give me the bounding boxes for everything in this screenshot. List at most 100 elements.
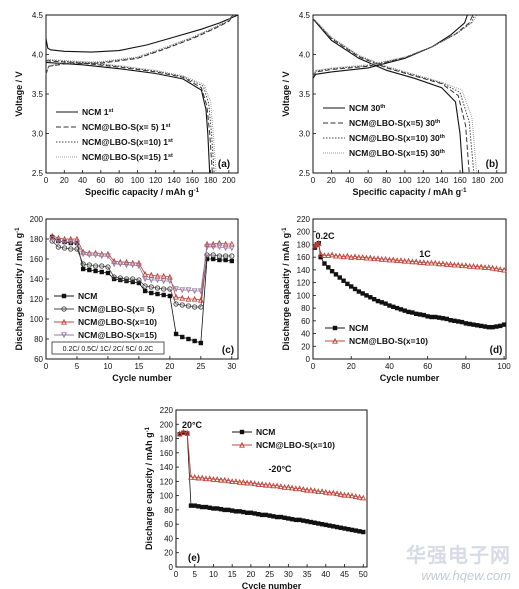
data-point: [489, 264, 496, 271]
series-line-discharge: [45, 60, 213, 174]
data-point: [176, 430, 183, 437]
data-point: [329, 268, 335, 274]
data-point: [226, 507, 231, 513]
data-point: [233, 509, 239, 514]
data-point: [360, 291, 365, 296]
rate-annotation: 0.2C/ 0.5C/ 1C/ 2C/ 5C/ 0.2C: [63, 346, 154, 353]
x-tick-label: 50: [359, 570, 368, 579]
data-point: [197, 288, 204, 295]
data-point: [334, 490, 340, 497]
data-point: [229, 508, 235, 513]
data-point: [192, 338, 197, 344]
data-point: [248, 510, 254, 515]
x-tick-label: 60: [96, 176, 105, 185]
x-tick-label: 30: [227, 362, 236, 371]
data-point: [447, 260, 454, 267]
data-point: [266, 481, 273, 488]
panel-label: (e): [188, 553, 200, 564]
legend-entry: NCM@LBO-S(x=15): [78, 330, 157, 340]
y-tick-label: 60: [301, 317, 310, 326]
data-point: [401, 257, 408, 264]
data-point: [206, 475, 213, 482]
data-point: [222, 245, 229, 252]
data-point: [371, 296, 377, 302]
data-point: [191, 473, 198, 480]
data-point: [274, 482, 281, 489]
data-point: [185, 295, 192, 302]
data-point: [478, 323, 484, 329]
x-axis-label: Cycle number: [380, 373, 440, 383]
y-tick-label: 100: [297, 291, 311, 300]
legend-entry: NCM@LBO-S(x=10) 30th: [349, 133, 446, 143]
data-point: [398, 307, 404, 312]
data-point: [256, 511, 261, 517]
data-point: [356, 493, 363, 500]
data-point: [456, 319, 461, 324]
y-tick-label: 4.5: [32, 11, 44, 20]
plot-frame: [175, 409, 368, 568]
series-line-charge: [45, 14, 239, 53]
data-point: [413, 258, 420, 265]
data-point: [436, 315, 442, 320]
data-point: [61, 239, 68, 246]
data-point: [129, 262, 136, 269]
data-point: [462, 262, 469, 269]
y-tick-label: 220: [160, 406, 174, 415]
data-point: [474, 263, 481, 270]
data-point: [356, 289, 362, 294]
data-point: [160, 272, 167, 279]
data-point: [361, 529, 366, 535]
data-point: [92, 252, 99, 259]
data-point: [409, 258, 416, 265]
data-point: [428, 259, 435, 266]
y-tick-label: 180: [30, 235, 44, 244]
data-point: [255, 481, 262, 487]
data-point: [105, 270, 111, 276]
data-point: [382, 255, 389, 262]
data-point: [321, 252, 328, 258]
x-tick-label: 10: [209, 570, 218, 579]
y-tick-label: 20: [164, 549, 173, 558]
legend-marker: [332, 337, 338, 344]
data-point: [345, 281, 350, 287]
data-point: [136, 277, 142, 283]
data-point: [142, 288, 148, 294]
series-line-discharge: [45, 61, 211, 174]
y-axis-label: Discharge capacity / mAh g-1: [281, 227, 291, 351]
data-point: [173, 331, 179, 337]
data-point: [308, 519, 314, 525]
legend-entry: NCM: [349, 323, 368, 333]
annotation: 1C: [419, 249, 431, 259]
series-line: [314, 242, 505, 271]
data-point: [203, 475, 209, 482]
x-tick-label: 35: [303, 570, 312, 579]
data-point: [346, 526, 351, 532]
data-point: [394, 257, 401, 264]
x-tick-label: 20: [347, 362, 356, 371]
data-point: [334, 524, 340, 530]
legend-entry: NCM@LBO-S(x=15) 1st: [82, 152, 173, 162]
data-point: [311, 487, 318, 494]
data-point: [148, 271, 155, 278]
data-point: [501, 322, 507, 327]
data-point: [349, 492, 355, 499]
data-point: [386, 256, 393, 263]
data-point: [148, 277, 155, 284]
annotation: -20°C: [268, 464, 292, 474]
series-line-charge: [45, 14, 233, 75]
data-point: [478, 263, 485, 270]
data-point: [136, 280, 142, 286]
data-point: [325, 252, 332, 258]
legend-entry: NCM@LBO-S(x=10): [78, 317, 157, 327]
data-point: [229, 253, 235, 259]
y-tick-label: 60: [34, 355, 43, 364]
data-point: [221, 476, 228, 483]
data-point: [493, 265, 500, 272]
series-line-discharge: [45, 58, 217, 174]
data-point: [223, 257, 228, 263]
data-point: [117, 275, 123, 281]
data-point: [304, 519, 310, 524]
data-point: [330, 489, 337, 496]
y-tick-label: 20: [301, 342, 310, 351]
data-point: [67, 239, 74, 246]
